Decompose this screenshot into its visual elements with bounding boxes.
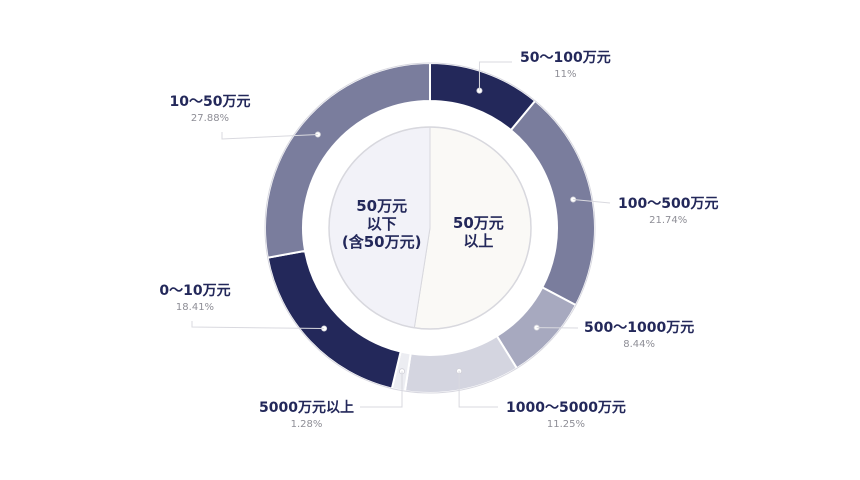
- outer-rim: [264, 62, 596, 394]
- leader-lines: [191, 61, 611, 408]
- outer-labels: 50～100万元 11% 100～500万元 21.74% 500～1000万元 8.44…: [159, 50, 718, 430]
- outer-label-0: 50～100万元: [520, 50, 611, 66]
- outer-ring: [264, 61, 596, 394]
- leader-line-5: [191, 321, 325, 330]
- leader-line-0: [478, 61, 512, 91]
- inner-pie: [328, 126, 532, 330]
- outer-label-5: 0～10万元: [159, 283, 230, 299]
- outer-pct-0: 11%: [554, 69, 576, 80]
- inner-label-1-0: 50万元: [356, 197, 407, 215]
- inner-label-1-1: 以下: [367, 215, 397, 233]
- inner-rim: [328, 126, 532, 330]
- inner-label-0-1: 以上: [463, 232, 493, 250]
- outer-pct-5: 18.41%: [176, 302, 214, 313]
- outer-label-1: 100～500万元: [618, 196, 718, 212]
- outer-label-6: 10～50万元: [170, 94, 251, 110]
- outer-slice-3: [403, 334, 519, 394]
- leader-line-4: [360, 371, 403, 408]
- outer-pct-6: 27.88%: [191, 113, 229, 124]
- leader-line-3: [458, 371, 498, 408]
- outer-label-4: 5000万元以上: [259, 400, 354, 416]
- outer-pct-3: 11.25%: [547, 419, 585, 430]
- inner-label-1-2: (含50万元): [342, 233, 422, 251]
- leader-line-1: [573, 198, 611, 204]
- leader-line-6: [221, 132, 318, 140]
- outer-pct-1: 21.74%: [649, 215, 687, 226]
- inner-label-0-0: 50万元: [453, 214, 504, 232]
- outer-label-2: 500～1000万元: [584, 320, 694, 336]
- outer-pct-4: 1.28%: [291, 419, 323, 430]
- outer-label-3: 1000～5000万元: [506, 400, 626, 416]
- outer-pct-2: 8.44%: [623, 339, 655, 350]
